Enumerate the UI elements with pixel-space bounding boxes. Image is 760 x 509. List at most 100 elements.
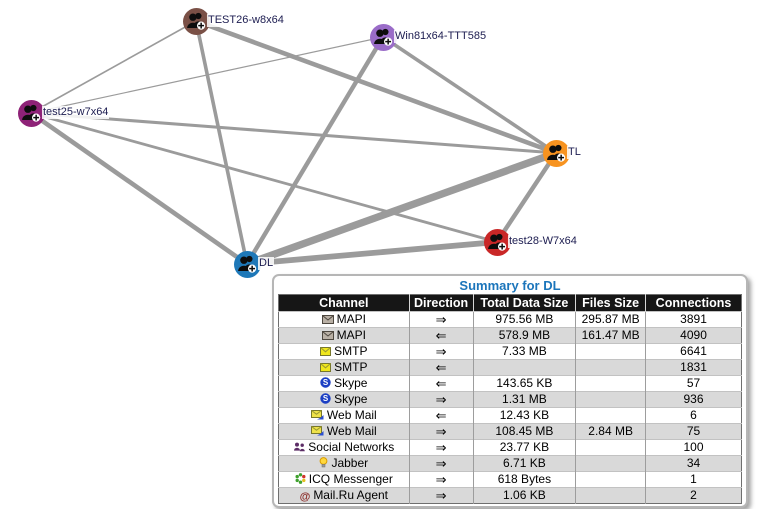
table-row: Social Networks ⇒ 23.77 KB 100 xyxy=(278,439,742,456)
node-tl[interactable] xyxy=(542,139,570,167)
total-data-size-cell xyxy=(472,359,576,376)
node-test28[interactable] xyxy=(483,228,511,256)
direction-cell: ⇒ xyxy=(408,455,474,472)
direction-cell: ⇒ xyxy=(408,391,474,408)
connections-cell: 4090 xyxy=(645,327,742,344)
users-icon xyxy=(187,12,206,30)
column-header-direction: Direction xyxy=(408,294,474,312)
files-size-cell: 295.87 MB xyxy=(575,311,646,328)
table-row: MAPI ⇒ 975.56 MB 295.87 MB 3891 xyxy=(278,311,742,328)
graph-edge-win81-tl xyxy=(381,35,558,155)
connections-cell: 6641 xyxy=(645,343,742,360)
files-size-cell xyxy=(575,391,646,408)
direction-cell: ⇒ xyxy=(408,343,474,360)
total-data-size-cell: 23.77 KB xyxy=(472,439,576,456)
files-size-cell xyxy=(575,407,646,424)
graph-edge-test26-tl xyxy=(195,18,557,156)
graph-edge-test25-test26 xyxy=(30,20,197,114)
node-label-tl: TL xyxy=(567,146,582,159)
files-size-cell xyxy=(575,487,646,504)
table-row: S Skype ⇐ 143.65 KB 57 xyxy=(278,375,742,392)
direction-cell: ⇐ xyxy=(408,407,474,424)
total-data-size-cell: 6.71 KB xyxy=(472,455,576,472)
graph-edge-test26-dl xyxy=(194,20,249,265)
svg-text:S: S xyxy=(323,394,329,403)
social-networks-icon xyxy=(293,442,306,452)
node-label-test25: test25-w7x64 xyxy=(42,106,110,119)
summary-panel: Summary for DL Channel Direction Total Dat… xyxy=(272,274,748,508)
files-size-cell xyxy=(575,455,646,472)
total-data-size-cell: 1.06 KB xyxy=(472,487,576,504)
channel-cell: ICQ Messenger xyxy=(278,471,410,488)
node-test25[interactable] xyxy=(17,99,45,127)
connections-cell: 100 xyxy=(645,439,742,456)
node-label-test28: test28-W7x64 xyxy=(508,235,578,248)
connections-cell: 936 xyxy=(645,391,742,408)
connections-cell: 57 xyxy=(645,375,742,392)
files-size-cell xyxy=(575,439,646,456)
channel-cell: S Skype xyxy=(278,391,410,408)
channel-cell: MAPI xyxy=(278,327,410,344)
users-icon xyxy=(488,233,507,251)
table-row: MAPI ⇐ 578.9 MB 161.47 MB 4090 xyxy=(278,327,742,344)
channel-cell: @ Mail.Ru Agent xyxy=(278,487,410,504)
node-dl[interactable] xyxy=(233,250,261,278)
channel-cell: Social Networks xyxy=(278,439,410,456)
skype-icon: S xyxy=(320,393,331,404)
graph-edge-test25-dl xyxy=(29,111,249,266)
direction-cell: ⇒ xyxy=(408,471,474,488)
summary-title: Summary for DL xyxy=(459,278,561,293)
connections-cell: 1 xyxy=(645,471,742,488)
column-header-total-data-size: Total Data Size xyxy=(472,294,576,312)
total-data-size-cell: 1.31 MB xyxy=(472,391,576,408)
table-row: @ Mail.Ru Agent ⇒ 1.06 KB 2 xyxy=(278,487,742,504)
files-size-cell: 161.47 MB xyxy=(575,327,646,344)
files-size-cell xyxy=(575,375,646,392)
column-header-connections: Connections xyxy=(645,294,742,312)
total-data-size-cell: 12.43 KB xyxy=(472,407,576,424)
table-row: Jabber ⇒ 6.71 KB 34 xyxy=(278,455,742,472)
column-header-files-size: Files Size xyxy=(575,294,646,312)
total-data-size-cell: 618 Bytes xyxy=(472,471,576,488)
graph-edge-dl-test28 xyxy=(246,239,498,267)
svg-text:S: S xyxy=(323,378,329,387)
node-win81[interactable] xyxy=(369,23,397,51)
graph-edge-test25-test28 xyxy=(30,111,498,244)
files-size-cell: 2.84 MB xyxy=(575,423,646,440)
total-data-size-cell: 7.33 MB xyxy=(472,343,576,360)
smtp-icon xyxy=(320,347,332,356)
files-size-cell xyxy=(575,471,646,488)
channel-cell: MAPI xyxy=(278,311,410,328)
files-size-cell xyxy=(575,343,646,360)
table-row: S Skype ⇒ 1.31 MB 936 xyxy=(278,391,742,408)
table-row: Web Mail ⇒ 108.45 MB 2.84 MB 75 xyxy=(278,423,742,440)
channel-cell: SMTP xyxy=(278,343,410,360)
channel-cell: Jabber xyxy=(278,455,410,472)
direction-cell: ⇒ xyxy=(408,439,474,456)
node-test26[interactable] xyxy=(182,7,210,35)
graph-edge-dl-tl xyxy=(245,149,558,268)
direction-cell: ⇒ xyxy=(408,487,474,504)
connections-cell: 34 xyxy=(645,455,742,472)
connections-cell: 75 xyxy=(645,423,742,440)
webmail-icon xyxy=(310,410,324,420)
direction-cell: ⇐ xyxy=(408,327,474,344)
direction-cell: ⇒ xyxy=(408,311,474,328)
connections-cell: 6 xyxy=(645,407,742,424)
total-data-size-cell: 143.65 KB xyxy=(472,375,576,392)
table-row: Web Mail ⇐ 12.43 KB 6 xyxy=(278,407,742,424)
table-row: SMTP ⇐ 1831 xyxy=(278,359,742,376)
direction-cell: ⇐ xyxy=(408,359,474,376)
channel-cell: SMTP xyxy=(278,359,410,376)
connections-cell: 3891 xyxy=(645,311,742,328)
summary-table: Channel Direction Total Data Size Files Siz… xyxy=(278,294,742,504)
connections-cell: 2 xyxy=(645,487,742,504)
node-label-test26: TEST26-w8x64 xyxy=(207,14,285,27)
mapi-icon xyxy=(321,331,334,340)
skype-icon: S xyxy=(320,377,331,388)
channel-cell: Web Mail xyxy=(278,407,410,424)
direction-cell: ⇒ xyxy=(408,423,474,440)
total-data-size-cell: 975.56 MB xyxy=(472,311,576,328)
